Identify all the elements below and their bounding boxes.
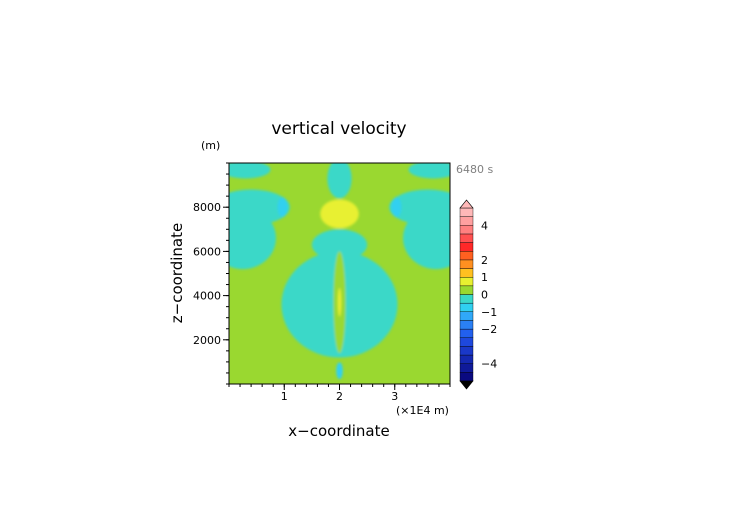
contour-region-cyan-bottom [336, 362, 343, 380]
colorbar-segment [459, 311, 474, 321]
contour-region-updraft-upper [320, 199, 359, 229]
colorbar-segment [459, 320, 474, 330]
contour-region-cyan-core-right [391, 197, 402, 218]
colorbar-segment [459, 346, 474, 356]
colorbar-segment [459, 216, 474, 226]
colorbar-tick-label: −1 [481, 306, 497, 319]
colorbar-segment [459, 328, 474, 338]
colorbar-segment [459, 294, 474, 304]
y-unit-label: (m) [201, 139, 220, 152]
colorbar-tick-label: 2 [481, 254, 488, 267]
colorbar-segment [459, 285, 474, 295]
colorbar-segment [459, 337, 474, 347]
colorbar-segment [459, 207, 474, 217]
colorbar-tick-label: −4 [481, 358, 497, 371]
colorbar-segment [459, 259, 474, 269]
colorbar-tick-label: 1 [481, 271, 488, 284]
x-tick-label: 3 [391, 390, 398, 403]
colorbar-segment [459, 268, 474, 278]
colorbar-segment [459, 225, 474, 235]
y-axis-ticks: 2000 4000 6000 8000 [193, 162, 229, 385]
colorbar-segment [459, 354, 474, 364]
contour-region-left-top-band [229, 163, 271, 179]
y-axis-label: z−coordinate [168, 223, 186, 323]
y-tick-label: 8000 [193, 201, 221, 214]
colorbar: 4 2 1 0 −1 −2 −4 [459, 199, 497, 390]
colorbar-tick-label: 0 [481, 289, 488, 302]
colorbar-segment [459, 233, 474, 243]
chart-title: vertical velocity [271, 119, 406, 139]
x-tick-label: 2 [336, 390, 343, 403]
time-label: 6480 s [456, 163, 493, 176]
contour-region-right-arm [403, 207, 450, 270]
contour-region-center-upper [311, 229, 368, 261]
contour-region-left-arm [229, 207, 276, 270]
colorbar-under-arrow [459, 380, 474, 390]
y-tick-label: 2000 [193, 334, 221, 347]
x-axis-label: x−coordinate [288, 422, 389, 440]
contour-region-right-top-band [408, 163, 450, 179]
x-tick-label: 1 [281, 390, 288, 403]
contour-region-cyan-core-left [277, 197, 288, 218]
colorbar-segment [459, 251, 474, 261]
colorbar-tick-label: −2 [481, 323, 497, 336]
x-axis-ticks: 1 2 3 [228, 384, 451, 403]
y-tick-label: 6000 [193, 245, 221, 258]
colorbar-segment [459, 242, 474, 252]
contour-region-updraft-line [337, 287, 342, 317]
colorbar-segment [459, 277, 474, 287]
colorbar-over-arrow [459, 199, 474, 209]
colorbar-segment [459, 363, 474, 373]
colorbar-tick-label: 4 [481, 219, 488, 232]
colorbar-segment [459, 302, 474, 312]
contour-field [229, 163, 450, 384]
x-unit-label: (×1E4 m) [396, 404, 449, 417]
colorbar-segment [459, 372, 474, 382]
contour-region-center-top [327, 163, 352, 199]
y-tick-label: 4000 [193, 290, 221, 303]
